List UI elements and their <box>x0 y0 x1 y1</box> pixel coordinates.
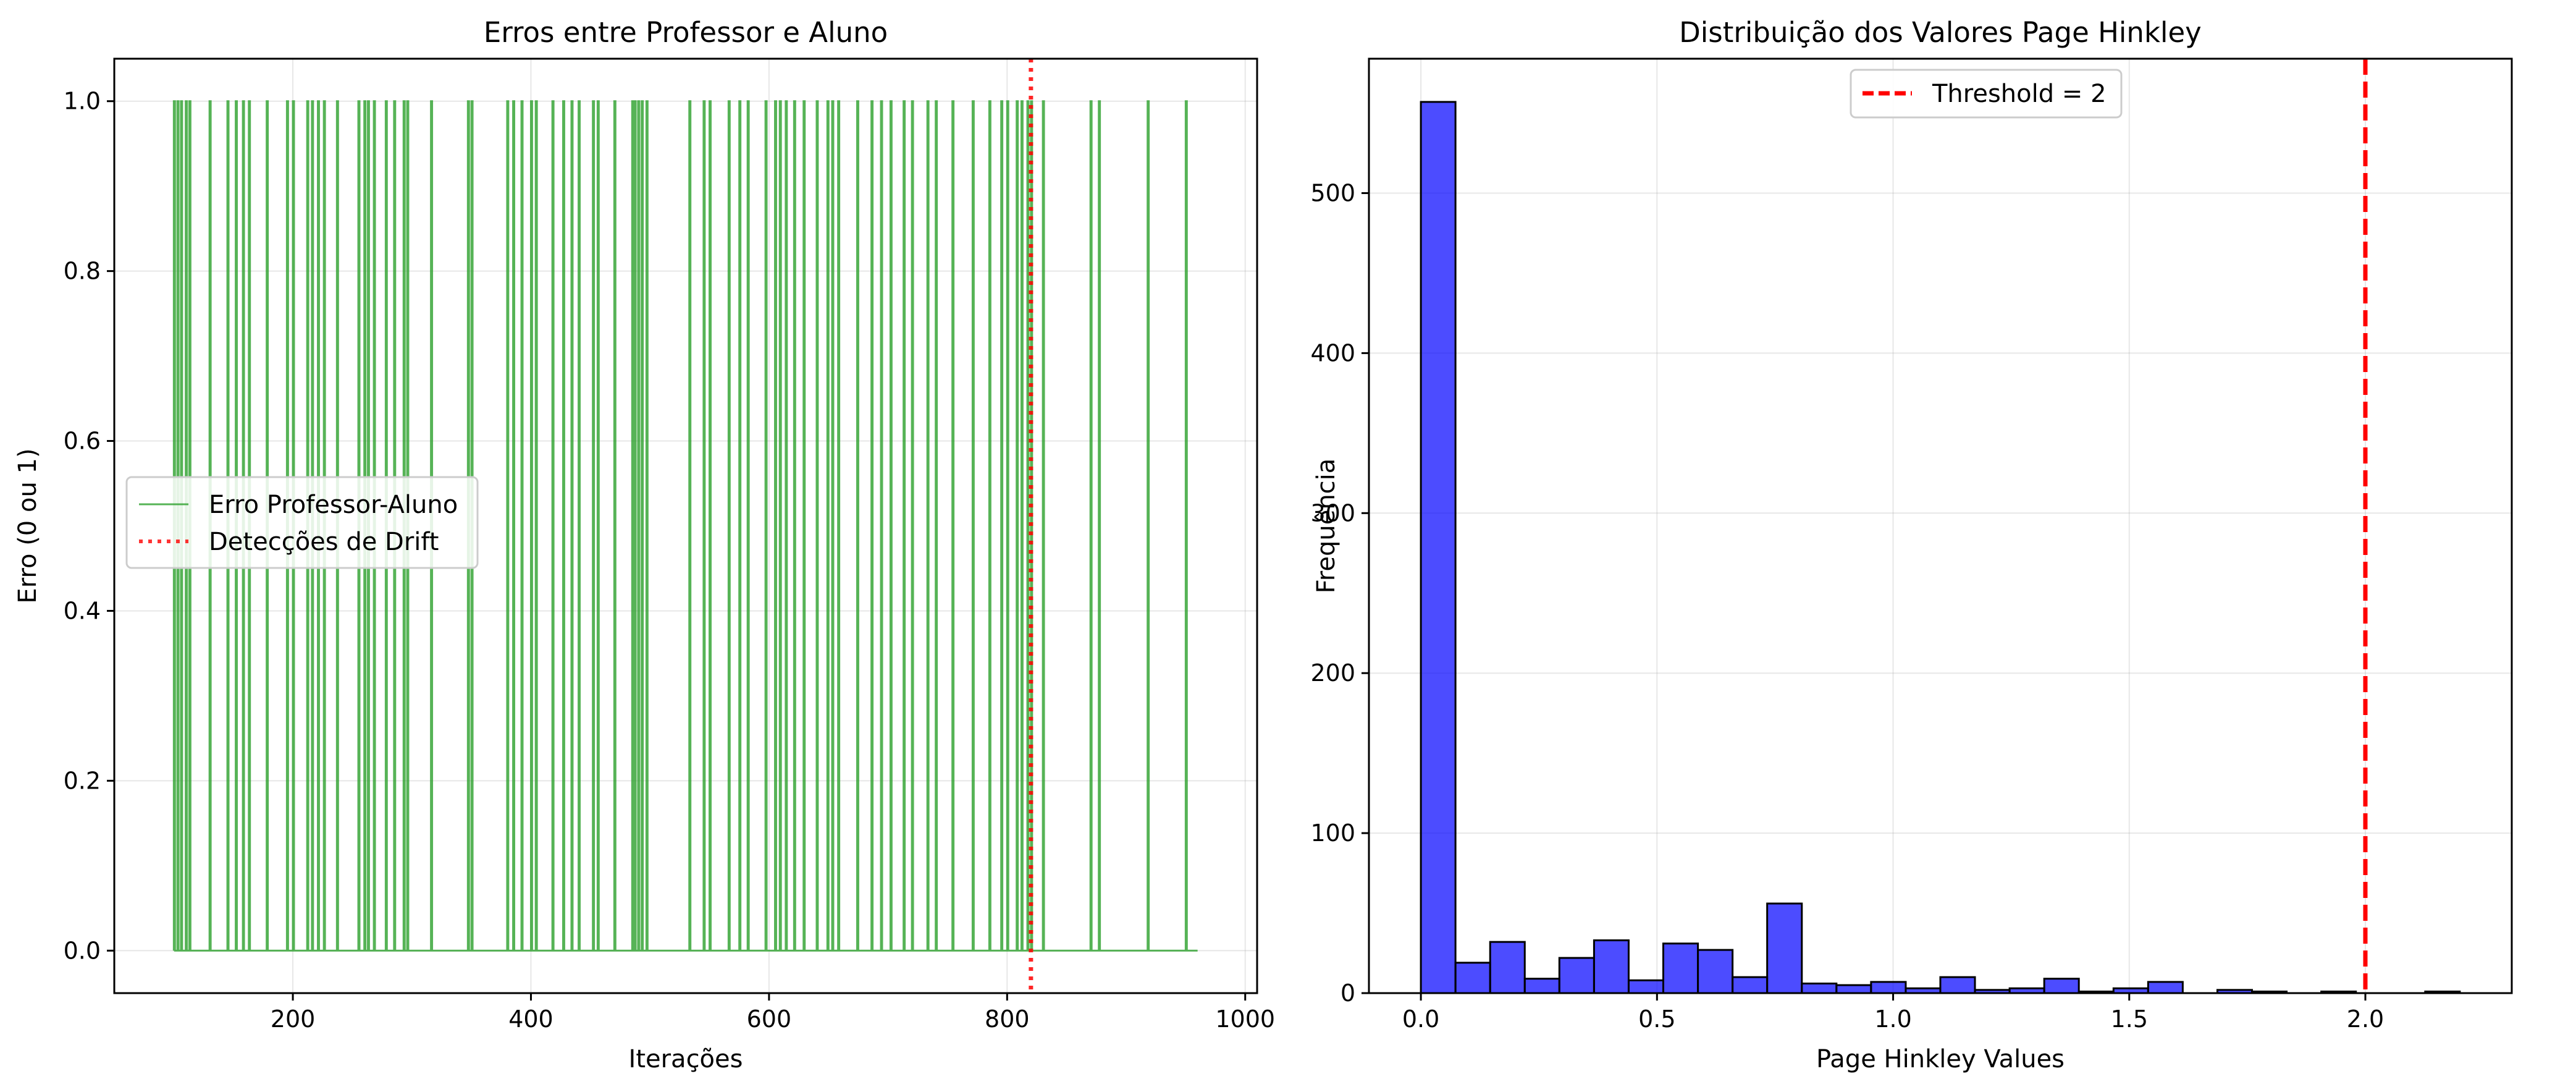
histogram-bar <box>1835 984 1872 994</box>
errors-series-line <box>172 100 1198 952</box>
errors-chart-x-tick-label: 400 <box>508 1005 554 1033</box>
histogram-xlabel: Page Hinkley Values <box>1816 1045 2065 1073</box>
legend-label-errors: Erro Professor-Aluno <box>209 491 458 519</box>
page-hinkley-histogram: 0.0 0.5 1.0 1.5 2.0 0 100 200 300 400 500 Distrib… <box>1310 16 2513 1073</box>
errors-chart-xlabel: Iterações <box>629 1045 743 1073</box>
errors-chart-x-tick-label: 200 <box>271 1005 316 1033</box>
errors-chart-x-tick-label: 1000 <box>1215 1005 1275 1033</box>
histogram-x-tick-label: 0.5 <box>1638 1005 1675 1033</box>
histogram-bar <box>1523 978 1560 994</box>
errors-chart-y-tick-label: 0.6 <box>64 428 101 455</box>
histogram-y-tick-label: 500 <box>1310 179 1355 206</box>
histogram-x-tick-label: 2.0 <box>2347 1005 2384 1033</box>
histogram-bar <box>1627 979 1664 994</box>
errors-chart-series <box>172 100 1198 952</box>
histogram-bar <box>1939 976 1976 994</box>
histogram-x-ticks: 0.0 0.5 1.0 1.5 2.0 <box>1402 993 2384 1033</box>
errors-chart-frame <box>113 57 1258 994</box>
legend-label-threshold: Threshold = 2 <box>1932 80 2107 108</box>
histogram-x-tick-label: 1.5 <box>2111 1005 2148 1033</box>
errors-chart-y-tick-label: 0.2 <box>64 767 101 794</box>
histogram-legend: Threshold = 2 <box>1850 69 2123 119</box>
errors-chart-y-tick-label: 0.8 <box>64 258 101 285</box>
histogram-bar <box>1870 981 1907 994</box>
histogram-frame <box>1368 57 2513 994</box>
errors-chart: 200 400 600 800 1000 0.0 0.2 0.4 0.6 0.8 1.0 Erro… <box>14 16 1275 1073</box>
histogram-bar <box>1766 902 1803 994</box>
histogram-bar <box>2043 978 2080 994</box>
errors-chart-y-ticks: 0.0 0.2 0.4 0.6 0.8 1.0 <box>64 88 114 964</box>
errors-chart-y-tick-label: 0.4 <box>64 597 101 624</box>
histogram-bar <box>1593 939 1630 994</box>
errors-chart-x-ticks: 200 400 600 800 1000 <box>271 993 1275 1033</box>
errors-chart-x-tick-label: 600 <box>747 1005 792 1033</box>
histogram-y-tick-label: 300 <box>1310 499 1355 527</box>
histogram-x-tick-label: 0.0 <box>1402 1005 1439 1033</box>
histogram-bar <box>1489 941 1526 994</box>
histogram-title: Distribuição dos Valores Page Hinkley <box>1679 16 2202 49</box>
histogram-bar <box>1558 957 1595 994</box>
histogram-y-tick-label: 200 <box>1310 659 1355 687</box>
errors-chart-ylabel: Erro (0 ou 1) <box>14 448 42 603</box>
errors-chart-legend-box <box>125 476 479 569</box>
histogram-bar <box>1454 962 1491 994</box>
legend-label-drift: Detecções de Drift <box>209 528 439 556</box>
histogram-bar <box>1801 982 1838 994</box>
errors-chart-legend: Erro Professor-Aluno Detecções de Drift <box>125 476 479 569</box>
errors-chart-title: Erros entre Professor e Aluno <box>484 16 888 49</box>
histogram-bar <box>2147 981 2184 994</box>
histogram-bar <box>1420 101 1457 994</box>
histogram-y-tick-label: 400 <box>1310 339 1355 366</box>
errors-chart-y-tick-label: 1.0 <box>64 88 101 115</box>
histogram-ylabel: Frequência <box>1312 459 1341 594</box>
histogram-bar <box>1732 976 1769 994</box>
histogram-y-tick-label: 0 <box>1341 980 1355 1007</box>
errors-chart-x-tick-label: 800 <box>985 1005 1030 1033</box>
histogram-bar <box>1697 949 1734 994</box>
histogram-x-tick-label: 1.0 <box>1874 1005 1911 1033</box>
histogram-bar <box>1662 942 1699 994</box>
histogram-y-ticks: 0 100 200 300 400 500 <box>1310 179 1369 1007</box>
histogram-y-tick-label: 100 <box>1310 819 1355 847</box>
errors-chart-y-tick-label: 0.0 <box>64 937 101 964</box>
histogram-legend-box <box>1850 69 2123 119</box>
